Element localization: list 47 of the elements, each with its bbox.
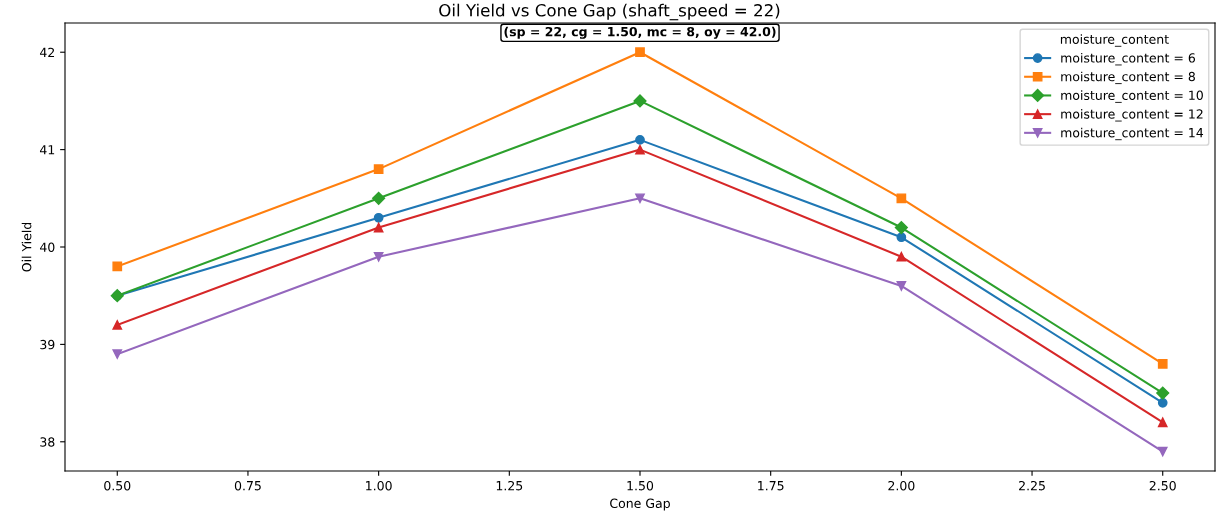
point	[635, 47, 645, 58]
point	[894, 220, 908, 235]
point	[1157, 446, 1168, 457]
legend-label: moisture_content = 6	[1061, 52, 1196, 66]
point	[896, 251, 907, 262]
x-tick-label: 0.50	[104, 480, 131, 491]
legend-label: moisture_content = 10	[1061, 90, 1203, 103]
y-tick-label: 40	[39, 242, 55, 252]
legend-label: moisture_content = 14	[1061, 127, 1204, 141]
point	[1157, 397, 1168, 408]
point	[635, 193, 645, 204]
point	[633, 94, 647, 108]
x-tick-label: 2.00	[888, 480, 915, 491]
point	[896, 232, 907, 243]
point	[373, 251, 384, 262]
x-tick-label: 2.50	[1149, 480, 1176, 491]
point	[112, 349, 123, 359]
y-axis-title: Oil Yield	[21, 222, 32, 272]
point	[112, 261, 123, 272]
point	[372, 191, 386, 205]
point	[373, 222, 384, 233]
x-axis-title: Cone Gap	[610, 498, 670, 511]
point	[1157, 359, 1168, 369]
point	[896, 281, 907, 291]
legend-label: moisture_content = 8	[1061, 71, 1195, 85]
annotation: (sp = 22, cg = 1.50, mc = 8, oy = 42.0)	[504, 26, 776, 39]
legend-label: moisture_content = 12	[1061, 109, 1203, 122]
point	[373, 212, 384, 223]
point	[635, 144, 645, 155]
y-tick-label: 42	[39, 47, 55, 57]
x-tick-label: 1.25	[496, 480, 523, 491]
x-tick-label: 1.00	[366, 480, 392, 491]
point	[373, 164, 384, 174]
point	[1156, 386, 1170, 400]
x-tick-label: 0.75	[234, 480, 261, 491]
x-tick-label: 1.75	[758, 481, 784, 491]
x-tick-label: 1.50	[627, 480, 654, 491]
point	[896, 193, 907, 204]
point	[1157, 417, 1168, 428]
y-tick-label: 41	[39, 145, 55, 155]
point	[112, 320, 123, 330]
point	[635, 135, 645, 145]
y-tick-label: 38	[40, 437, 55, 447]
chart-title: Oil Yield vs Cone Gap (shaft_speed = 22)	[439, 3, 780, 21]
legend-title: moisture_content	[1060, 34, 1169, 47]
y-tick-label: 39	[40, 339, 55, 350]
x-tick-label: 2.25	[1019, 480, 1045, 491]
